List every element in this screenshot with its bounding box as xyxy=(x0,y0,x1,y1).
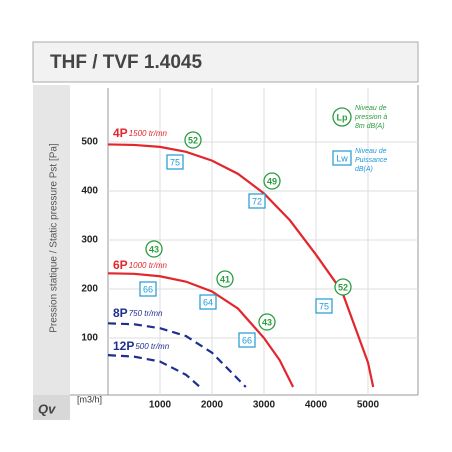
lp-marker xyxy=(334,278,352,296)
series-name: 6P xyxy=(113,258,128,272)
lw-marker xyxy=(199,294,217,310)
x-tick-label: 4000 xyxy=(305,400,328,411)
lp-marker xyxy=(258,313,276,331)
lw-marker xyxy=(139,281,157,297)
lw-marker xyxy=(238,332,256,348)
y-tick-label: 400 xyxy=(81,186,98,197)
lw-marker xyxy=(315,298,333,314)
lw-label: 66 xyxy=(242,335,252,345)
lw-label: 64 xyxy=(203,297,213,307)
lp-marker xyxy=(216,270,234,288)
chart-title: THF / TVF 1.4045 xyxy=(50,52,202,73)
y-tick-label: 200 xyxy=(81,284,98,295)
lp-label: 52 xyxy=(338,282,348,292)
lw-label: 72 xyxy=(252,196,262,206)
lp-label: 41 xyxy=(220,274,230,284)
lp-label: 43 xyxy=(262,317,272,327)
lw-label: 75 xyxy=(319,301,329,311)
y-tick-label: 500 xyxy=(81,137,98,148)
series-label: 6P1000 tr/mn xyxy=(113,258,167,272)
title-box xyxy=(32,41,419,83)
legend-lw-symbol: Lw xyxy=(336,153,348,163)
series-speed: 1000 tr/mn xyxy=(129,261,168,270)
series-label: 12P500 tr/mn xyxy=(113,339,170,353)
series-speed: 750 tr/mn xyxy=(129,309,163,318)
curve xyxy=(107,322,247,388)
x-tick-label: 5000 xyxy=(357,400,380,411)
legend-lp-symbol: Lp xyxy=(337,112,348,122)
x-symbol: Qv xyxy=(38,401,56,416)
y-tick-label: 100 xyxy=(81,333,98,344)
qv-box xyxy=(33,395,70,420)
lw-label: 66 xyxy=(143,284,153,294)
lp-label: 52 xyxy=(188,135,198,145)
series-label: 8P750 tr/mn xyxy=(113,306,163,320)
x-tick-label: 2000 xyxy=(201,400,224,411)
series-label: 4P1500 tr/mn xyxy=(113,126,167,140)
series-name: 4P xyxy=(113,126,128,140)
lw-marker xyxy=(166,154,184,170)
legend-lp-text: Niveau de xyxy=(355,105,387,112)
lw-label: 75 xyxy=(170,157,180,167)
lp-label: 49 xyxy=(267,176,277,186)
lp-label: 43 xyxy=(149,244,159,254)
series-speed: 1500 tr/mn xyxy=(129,129,168,138)
curve xyxy=(107,272,295,388)
legend-lp-text: pression à xyxy=(354,114,387,121)
x-tick-label: 1000 xyxy=(149,400,172,411)
legend-lw-marker xyxy=(332,150,352,166)
x-tick-label: 3000 xyxy=(253,400,276,411)
curve xyxy=(107,354,201,388)
lp-marker xyxy=(263,172,281,190)
curve xyxy=(107,143,375,388)
x-axis-label: [m3/h] xyxy=(77,394,102,404)
legend-lw-text: Niveau de xyxy=(355,148,387,155)
lp-marker xyxy=(184,131,202,149)
lp-marker xyxy=(145,240,163,258)
series-name: 8P xyxy=(113,306,128,320)
legend-lw-text: Puissance xyxy=(355,157,387,164)
legend-lw-text: dB(A) xyxy=(355,166,373,173)
lw-marker xyxy=(248,193,266,209)
y-axis-label: Pression statique / Static pressure Pst … xyxy=(49,143,60,333)
y-label-strip xyxy=(33,85,70,420)
series-name: 12P xyxy=(113,339,134,353)
legend-lp-marker xyxy=(332,107,352,127)
y-tick-label: 300 xyxy=(81,235,98,246)
series-speed: 500 tr/mn xyxy=(135,342,169,351)
legend-lp-text: 8m dB(A) xyxy=(355,123,385,130)
